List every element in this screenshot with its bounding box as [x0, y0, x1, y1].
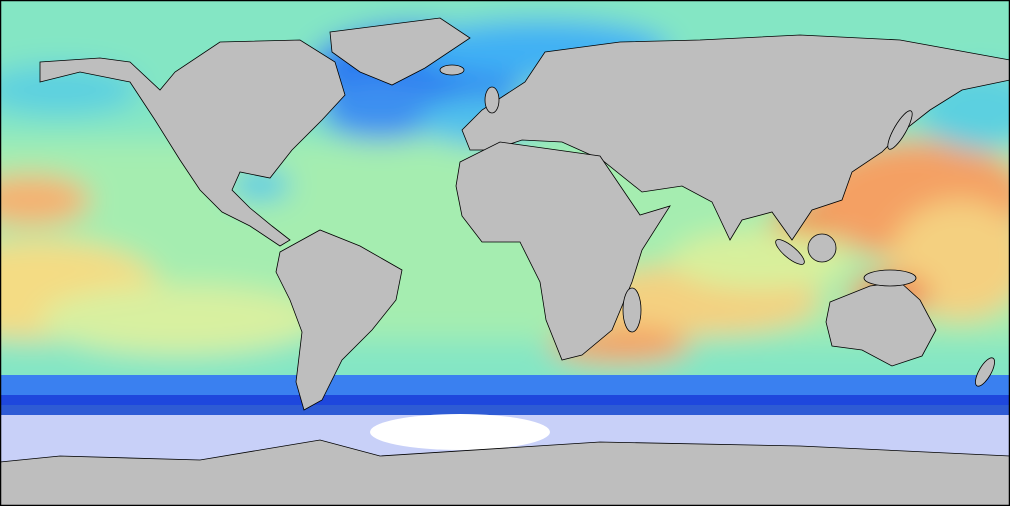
- japan: [887, 110, 913, 150]
- new-guinea: [863, 269, 917, 287]
- north-america: [39, 39, 346, 247]
- new-zealand: [975, 357, 995, 387]
- ocean-warm: [40, 285, 320, 355]
- iceland: [439, 64, 465, 76]
- south-america: [275, 229, 403, 411]
- africa: [455, 141, 671, 361]
- land: [0, 17, 1010, 506]
- ocean-ice-white: [370, 414, 550, 450]
- ocean-cold: [0, 65, 140, 115]
- ocean-warm: [0, 175, 90, 225]
- sumatra: [775, 239, 805, 265]
- uk: [484, 86, 500, 114]
- borneo: [807, 233, 837, 263]
- ocean-cold: [320, 80, 440, 140]
- ocean-cold: [230, 170, 290, 200]
- madagascar: [622, 287, 642, 333]
- antarctica: [0, 439, 1010, 506]
- ocean-warm: [670, 230, 850, 290]
- greenland: [329, 17, 471, 86]
